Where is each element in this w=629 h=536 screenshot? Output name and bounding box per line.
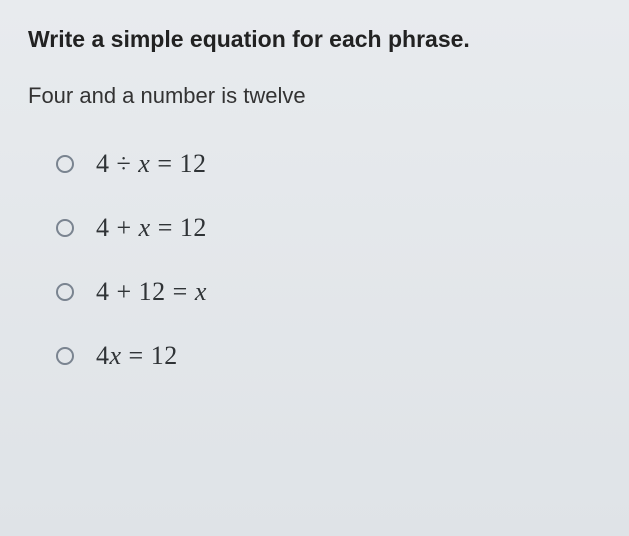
option-equation: 4x = 12 bbox=[96, 341, 178, 371]
question-prompt: Write a simple equation for each phrase. bbox=[28, 24, 601, 55]
option-row[interactable]: 4x = 12 bbox=[56, 341, 601, 371]
option-row[interactable]: 4 ÷ x = 12 bbox=[56, 149, 601, 179]
option-radio[interactable] bbox=[56, 155, 74, 173]
option-equation: 4 + x = 12 bbox=[96, 213, 207, 243]
option-radio[interactable] bbox=[56, 283, 74, 301]
option-row[interactable]: 4 + 12 = x bbox=[56, 277, 601, 307]
option-equation: 4 ÷ x = 12 bbox=[96, 149, 207, 179]
question-phrase: Four and a number is twelve bbox=[28, 83, 601, 109]
option-row[interactable]: 4 + x = 12 bbox=[56, 213, 601, 243]
option-radio[interactable] bbox=[56, 347, 74, 365]
options-list: 4 ÷ x = 12 4 + x = 12 4 + 12 = x 4x = 12 bbox=[28, 149, 601, 371]
option-radio[interactable] bbox=[56, 219, 74, 237]
option-equation: 4 + 12 = x bbox=[96, 277, 207, 307]
